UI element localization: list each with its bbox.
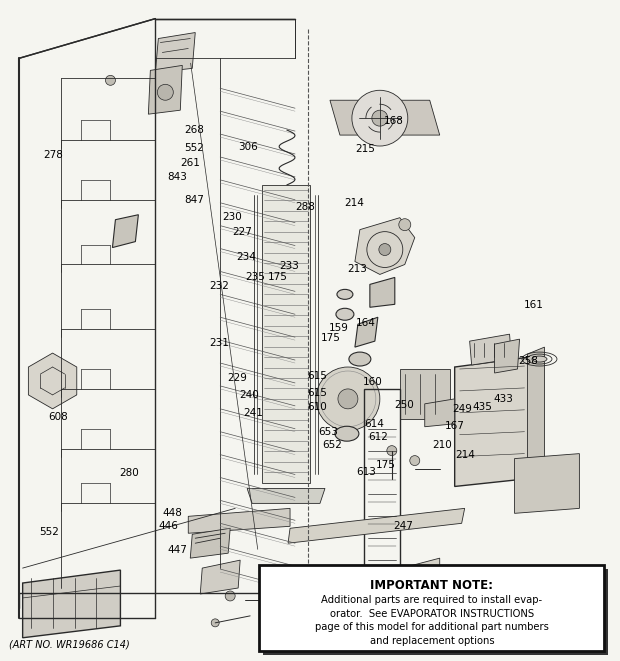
Text: 210: 210 (432, 440, 451, 451)
Text: 161: 161 (523, 299, 543, 310)
Text: 175: 175 (321, 332, 341, 342)
Polygon shape (288, 508, 464, 543)
Polygon shape (454, 357, 529, 486)
Text: 653: 653 (319, 427, 339, 438)
Text: 847: 847 (184, 195, 204, 205)
Text: 241: 241 (243, 408, 263, 418)
Ellipse shape (532, 356, 547, 362)
Text: 610: 610 (308, 403, 327, 412)
Circle shape (338, 389, 358, 408)
Text: 167: 167 (445, 422, 465, 432)
Text: 231: 231 (209, 338, 229, 348)
Ellipse shape (337, 290, 353, 299)
Ellipse shape (335, 426, 359, 441)
Ellipse shape (336, 308, 354, 320)
Text: 448: 448 (163, 508, 183, 518)
Text: 615: 615 (308, 388, 327, 398)
Text: 232: 232 (209, 282, 229, 292)
Text: 447: 447 (168, 545, 188, 555)
Text: 608: 608 (48, 412, 68, 422)
Text: 227: 227 (232, 227, 252, 237)
Text: 613: 613 (356, 467, 376, 477)
Circle shape (105, 75, 115, 85)
Text: 446: 446 (159, 521, 179, 531)
Circle shape (352, 91, 408, 146)
Polygon shape (247, 488, 325, 504)
Polygon shape (29, 353, 77, 408)
Text: 234: 234 (236, 253, 255, 262)
Text: 230: 230 (222, 212, 242, 221)
Circle shape (399, 219, 411, 231)
Text: 247: 247 (393, 521, 413, 531)
Bar (259, 565, 604, 651)
Polygon shape (156, 32, 195, 72)
Text: 288: 288 (295, 202, 315, 212)
Text: 214: 214 (455, 449, 476, 459)
Text: 175: 175 (268, 272, 288, 282)
Polygon shape (364, 558, 440, 638)
Text: IMPORTANT NOTE:: IMPORTANT NOTE: (370, 579, 494, 592)
Polygon shape (190, 528, 230, 558)
Circle shape (410, 455, 420, 465)
Polygon shape (425, 399, 454, 427)
Text: 435: 435 (472, 402, 492, 412)
Polygon shape (330, 100, 440, 135)
Circle shape (265, 595, 275, 605)
Text: 215: 215 (355, 144, 375, 155)
Text: (ART NO. WR19686 C14): (ART NO. WR19686 C14) (9, 640, 130, 650)
Circle shape (157, 85, 174, 100)
Text: 250: 250 (395, 401, 415, 410)
Circle shape (379, 244, 391, 256)
Polygon shape (528, 347, 544, 494)
Polygon shape (112, 215, 138, 248)
Polygon shape (495, 339, 520, 373)
Text: 213: 213 (347, 264, 367, 274)
Text: 614: 614 (365, 419, 384, 429)
Bar (264, 569, 608, 655)
Text: 235: 235 (245, 272, 265, 282)
Text: 552: 552 (40, 527, 60, 537)
Text: 233: 233 (279, 261, 299, 271)
Text: 168: 168 (384, 116, 404, 126)
Text: 280: 280 (120, 468, 140, 478)
Text: 652: 652 (322, 440, 342, 451)
Polygon shape (515, 453, 580, 514)
Text: 249: 249 (452, 404, 472, 414)
Polygon shape (148, 65, 182, 114)
Text: 306: 306 (238, 141, 258, 152)
Polygon shape (23, 570, 120, 638)
Text: 552: 552 (184, 143, 205, 153)
Text: 261: 261 (180, 158, 201, 168)
Text: 164: 164 (356, 318, 376, 328)
Polygon shape (355, 317, 378, 347)
Polygon shape (188, 508, 290, 533)
Ellipse shape (349, 352, 371, 366)
Polygon shape (355, 217, 415, 274)
Polygon shape (400, 369, 450, 419)
Text: 229: 229 (227, 373, 247, 383)
Text: 160: 160 (363, 377, 383, 387)
Text: 433: 433 (493, 395, 513, 405)
Circle shape (316, 367, 380, 431)
Text: 175: 175 (376, 459, 396, 469)
Text: 278: 278 (43, 150, 63, 161)
Polygon shape (370, 278, 395, 307)
Text: 159: 159 (329, 323, 348, 332)
Polygon shape (200, 560, 240, 594)
Text: 843: 843 (168, 172, 188, 182)
Text: 240: 240 (239, 391, 259, 401)
Circle shape (372, 110, 388, 126)
Text: Additional parts are required to install evap-
orator.  See EVAPORATOR INSTRUCTI: Additional parts are required to install… (315, 595, 549, 646)
Circle shape (387, 446, 397, 455)
Circle shape (225, 591, 235, 601)
Text: 612: 612 (368, 432, 388, 442)
Text: 258: 258 (518, 356, 538, 366)
Text: 268: 268 (184, 125, 204, 135)
Polygon shape (262, 185, 310, 483)
Text: 615: 615 (308, 371, 327, 381)
Text: 214: 214 (345, 198, 365, 208)
Circle shape (211, 619, 219, 627)
Polygon shape (469, 334, 512, 365)
